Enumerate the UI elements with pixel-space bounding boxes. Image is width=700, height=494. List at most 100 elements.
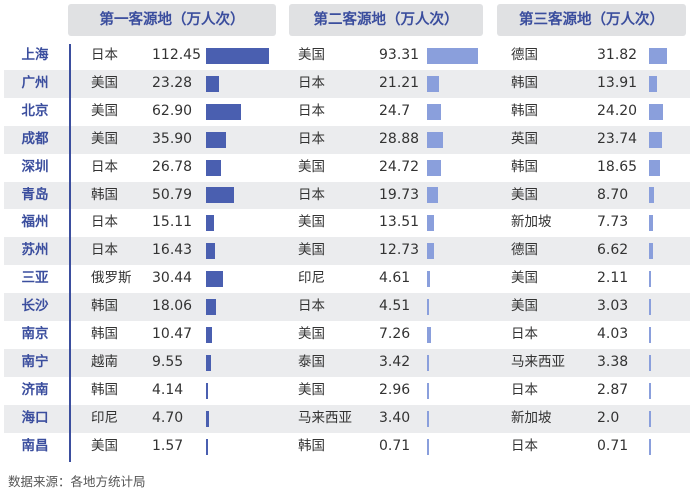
city-label: 长沙 [21, 298, 49, 315]
visitor-value-1: 18.06 [152, 298, 193, 315]
value-bar-2 [427, 159, 441, 176]
visitor-value-2: 3.40 [379, 409, 411, 426]
visitor-value-2: 2.96 [379, 381, 411, 398]
visitor-value-1: 26.78 [152, 158, 193, 175]
value-bar-2 [427, 243, 434, 260]
source-country-1: 韩国 [91, 186, 118, 203]
value-bar-3 [649, 410, 651, 427]
visitor-value-2: 12.73 [379, 242, 420, 259]
value-bar-2 [427, 215, 435, 232]
visitor-value-1: 35.90 [152, 130, 193, 147]
row-band [4, 348, 690, 377]
visitor-value-3: 3.38 [597, 353, 629, 370]
city-label: 海口 [21, 409, 49, 426]
value-bar-2 [427, 103, 441, 120]
row-band [4, 404, 690, 433]
row-band [4, 125, 690, 154]
row-band [4, 237, 690, 266]
source-country-1: 韩国 [91, 298, 118, 315]
visitor-value-2: 19.73 [379, 186, 420, 203]
source-country-1: 越南 [91, 353, 118, 370]
source-country-3: 德国 [511, 47, 538, 63]
visitor-value-1: 30.44 [152, 270, 193, 287]
value-bar-1 [206, 299, 217, 316]
value-bar-3 [649, 354, 651, 371]
source-country-2: 美国 [298, 326, 325, 342]
visitor-value-3: 0.71 [597, 437, 629, 454]
source-country-2: 美国 [298, 214, 325, 231]
visitor-value-2: 4.51 [379, 298, 411, 315]
visitor-value-3: 2.87 [597, 381, 629, 398]
city-label: 广州 [21, 74, 49, 91]
value-bar-3 [649, 103, 663, 120]
source-country-3: 美国 [511, 186, 538, 203]
source-country-3: 英国 [511, 130, 538, 147]
value-bar-1 [206, 326, 212, 343]
value-bar-2 [427, 326, 431, 343]
value-bar-1 [206, 271, 224, 288]
value-bar-3 [649, 75, 657, 92]
value-bar-2 [427, 47, 478, 64]
source-country-3: 韩国 [511, 74, 538, 91]
visitor-value-1: 50.79 [152, 186, 193, 203]
visitor-value-1: 23.28 [152, 74, 193, 91]
value-bar-2 [427, 438, 429, 455]
row-band [4, 293, 690, 321]
city-label: 青岛 [21, 186, 49, 203]
visitor-value-2: 4.61 [379, 270, 411, 287]
visitor-value-3: 3.03 [597, 298, 629, 315]
source-country-1: 美国 [91, 130, 118, 147]
value-bar-2 [427, 354, 429, 371]
source-note: 数据来源：各地方统计局 [8, 474, 146, 489]
visitor-value-2: 24.7 [379, 102, 411, 119]
visitor-value-2: 21.21 [379, 74, 420, 91]
source-country-2: 日本 [298, 298, 325, 315]
visitor-value-3: 8.70 [597, 186, 629, 203]
value-bar-2 [427, 410, 429, 427]
value-bar-3 [649, 47, 667, 64]
visitor-value-3: 7.73 [597, 214, 629, 231]
value-bar-2 [427, 299, 430, 316]
visitor-value-3: 6.62 [597, 242, 629, 259]
source-country-1: 美国 [91, 102, 118, 119]
value-bar-1 [206, 382, 209, 399]
visitor-value-3: 13.91 [597, 74, 638, 91]
value-bar-1 [206, 438, 208, 455]
city-label: 三亚 [21, 270, 49, 287]
source-country-3: 韩国 [511, 158, 538, 175]
city-label: 苏州 [21, 242, 49, 259]
visitor-value-2: 0.71 [379, 437, 411, 454]
visitor-value-2: 93.31 [379, 47, 420, 63]
value-bar-1 [206, 47, 269, 64]
source-country-1: 日本 [91, 47, 118, 63]
visitor-value-3: 4.03 [597, 326, 629, 342]
source-country-3: 新加坡 [511, 214, 552, 231]
value-bar-3 [649, 187, 654, 204]
header-col3: 第三客源地（万人次） [497, 4, 686, 36]
source-country-1: 韩国 [91, 326, 118, 342]
row-band [4, 69, 690, 98]
city-label: 成都 [21, 130, 49, 147]
visitor-value-3: 24.20 [597, 102, 638, 119]
source-country-1: 韩国 [91, 381, 118, 398]
visitor-value-3: 31.82 [597, 47, 638, 63]
value-bar-1 [206, 159, 221, 176]
visitor-value-1: 4.70 [152, 409, 184, 426]
city-label: 北京 [21, 102, 49, 119]
source-country-1: 日本 [91, 214, 118, 231]
city-divider [69, 44, 71, 462]
value-bar-1 [206, 187, 235, 204]
city-label: 南宁 [21, 353, 49, 370]
value-bar-3 [649, 131, 663, 148]
source-country-3: 美国 [511, 298, 538, 315]
value-bar-2 [427, 131, 443, 148]
source-country-2: 韩国 [298, 437, 325, 454]
visitor-value-2: 13.51 [379, 214, 420, 231]
visitor-value-2: 3.42 [379, 353, 411, 370]
source-country-1: 美国 [91, 74, 118, 91]
source-country-2: 日本 [298, 130, 325, 147]
visitor-value-1: 16.43 [152, 242, 193, 259]
value-bar-2 [427, 271, 430, 288]
visitor-value-3: 23.74 [597, 130, 638, 147]
visitor-value-1: 1.57 [152, 437, 184, 454]
